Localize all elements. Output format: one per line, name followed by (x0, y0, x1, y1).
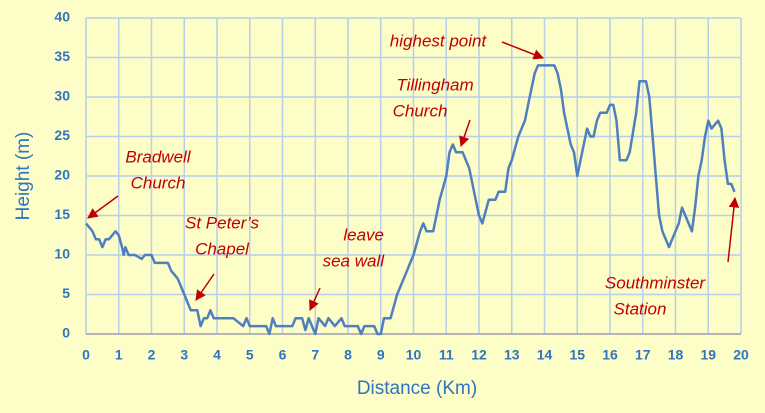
annotation: Tillingham (396, 75, 473, 94)
y-tick-label: 10 (54, 246, 70, 262)
annotation: Bradwell (125, 147, 191, 166)
x-tick-label: 15 (569, 347, 585, 363)
annotation-arrow (727, 196, 740, 263)
annotation: leave (343, 225, 384, 244)
annotation: Church (393, 101, 448, 120)
x-tick-label: 12 (471, 347, 487, 363)
x-tick-label: 1 (115, 347, 123, 363)
x-tick-label: 2 (148, 347, 156, 363)
annotation: Station (614, 299, 667, 318)
y-tick-label: 15 (54, 206, 70, 222)
x-tick-label: 9 (377, 347, 385, 363)
x-tick-label: 4 (213, 347, 221, 363)
annotation: Chapel (195, 239, 250, 258)
annotation: Southminster (605, 273, 706, 292)
annotation-arrow (87, 195, 119, 219)
y-tick-label: 25 (54, 127, 70, 143)
elevation-line (85, 64, 736, 336)
annotation-arrow (501, 41, 544, 60)
x-tick-label: 8 (344, 347, 352, 363)
x-tick-label: 5 (246, 347, 254, 363)
annotation: Church (131, 173, 186, 192)
annotation: St Peter’s (185, 213, 260, 232)
y-tick-label: 5 (62, 285, 70, 301)
annotation: sea wall (323, 251, 386, 270)
x-tick-label: 3 (180, 347, 188, 363)
x-tick-label: 0 (82, 347, 90, 363)
annotation-arrow (459, 119, 471, 147)
x-tick-label: 14 (537, 347, 553, 363)
x-tick-label: 11 (439, 347, 454, 363)
x-tick-label: 19 (700, 347, 716, 363)
x-tick-label: 17 (635, 347, 651, 363)
x-axis-title: Distance (Km) (357, 378, 477, 399)
x-tick-label: 18 (668, 347, 684, 363)
x-tick-label: 16 (602, 347, 618, 363)
annotation: highest point (390, 31, 488, 50)
x-tick-label: 7 (311, 347, 319, 363)
y-axis-title: Height (m) (13, 132, 34, 221)
x-tick-label: 20 (733, 347, 749, 363)
y-tick-label: 35 (54, 48, 70, 64)
y-tick-label: 0 (62, 325, 70, 341)
x-tick-label: 13 (504, 347, 520, 363)
annotation-arrow (309, 287, 321, 311)
y-tick-label: 20 (54, 167, 70, 183)
x-tick-label: 10 (406, 347, 422, 363)
y-tick-label: 40 (54, 9, 70, 25)
x-tick-label: 6 (279, 347, 287, 363)
y-tick-label: 30 (54, 88, 70, 104)
annotation-arrow (195, 273, 215, 301)
